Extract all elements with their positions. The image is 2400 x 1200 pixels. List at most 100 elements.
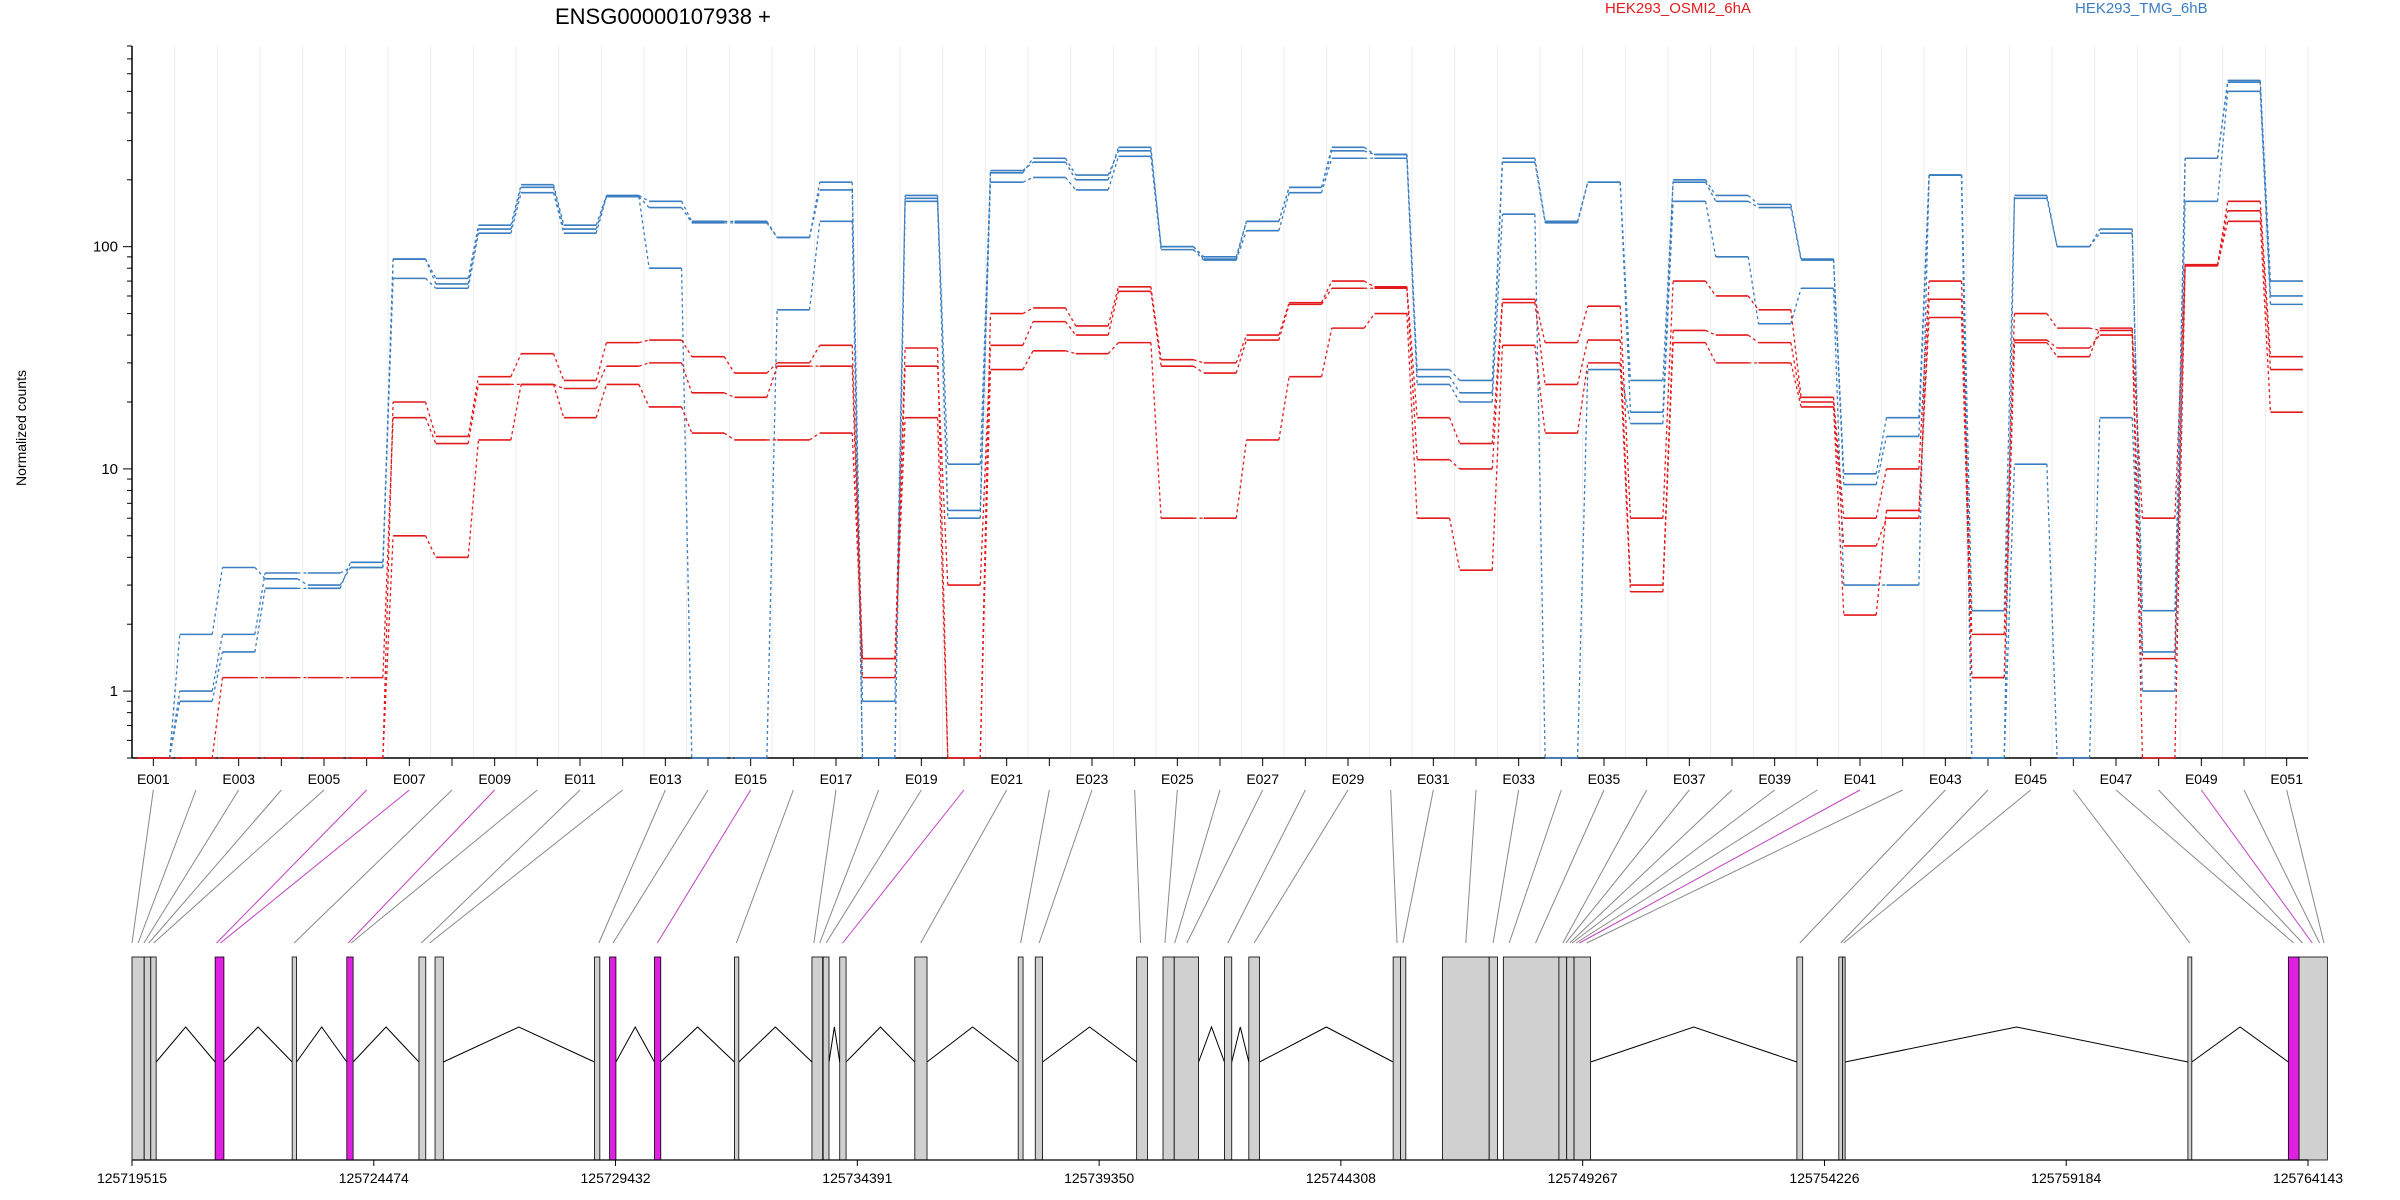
series-connector [680,406,693,434]
series-connector [808,189,821,238]
series-connector [1534,162,1546,223]
series-connector [1193,249,1205,261]
x-tick-label: E013 [649,771,682,787]
genomic-tick-label: 125744308 [1306,1170,1376,1186]
series-connector [851,433,864,659]
series-connector [1662,201,1674,424]
series-connector [766,362,778,374]
series-connector [1107,342,1119,355]
exon-block [2187,956,2193,1161]
series-connector [424,258,437,279]
exon-block [1392,956,1401,1161]
series-connector [553,383,565,390]
series-connector [1449,459,1461,470]
series-connector [1491,162,1504,393]
series-connector [1960,175,1973,759]
series-connector [552,184,565,226]
x-tick-label: E001 [137,771,170,787]
series-connector [254,588,266,653]
series-connector [2003,195,2016,759]
series-connector [1448,417,1461,444]
series-connector [211,634,224,692]
exon-connector [1253,789,1349,944]
series-connector [2046,195,2058,247]
exon-block [839,956,847,1161]
series-connector [1193,359,1204,364]
exon-block [1566,956,1575,1161]
x-tick-label: E045 [2014,771,2047,787]
series-connector [339,566,351,574]
exon-block [1017,956,1024,1161]
exon-connector [131,789,154,944]
series-connector [339,562,352,589]
series-connector [1150,342,1162,519]
exon-block-highlight [654,956,662,1161]
series-connector [723,432,735,441]
intron-line [223,1026,293,1063]
series-connector [936,417,949,759]
series-connector [680,201,693,222]
exon-block [143,956,152,1161]
series-connector [894,201,906,759]
series-connector [1150,291,1162,367]
x-tick-label: E031 [1417,771,1450,787]
series-connector [595,196,608,234]
x-tick-label: E025 [1161,771,1194,787]
series-connector [2088,417,2101,759]
x-tick-label: E037 [1673,771,1706,787]
series-connector [809,432,821,441]
exon-block [914,956,928,1161]
series-connector [1363,313,1375,329]
genomic-tick-label: 125734391 [822,1170,892,1186]
legend-entry-tmg: HEK293_TMG_6hB [2075,0,2208,17]
series-connector [2046,198,2058,247]
intron-line [1231,1026,1250,1063]
series-connector [1832,406,1845,616]
series-connector [424,258,437,285]
series-connector [638,339,650,344]
series-connector [1875,436,1888,485]
exon-connector [1465,789,1477,944]
x-tick-label: E027 [1246,771,1279,787]
series-HEK293_OSMI2_6hA [137,200,2303,759]
exon-block [1248,956,1260,1161]
exon-connector [148,789,282,944]
series-connector [1449,369,1461,381]
series-connector [1960,281,1973,635]
series-connector [723,392,735,398]
x-tick-label: E007 [393,771,426,787]
series-connector [2174,265,2186,759]
series-connector [1534,302,1546,385]
intron-line [926,1026,1019,1063]
series-connector [1406,154,1418,377]
exon-connector [429,789,623,944]
exon-connector [598,789,666,944]
series-connector [1832,401,1845,547]
genomic-axis: 125719515 125724474 125729432 125734391 1257… [97,1159,2343,1186]
exon-block [1173,956,1199,1161]
exon-connector [2115,789,2295,944]
series-connector [2259,201,2272,357]
series-connector [894,417,906,659]
exon-connector [825,789,922,944]
series-connector [2216,221,2229,266]
series-connector [936,366,949,586]
exon-block [418,956,427,1161]
series-connector [382,417,394,678]
series-connector [1363,146,1375,155]
series-connector [510,192,522,234]
series-connector [1491,302,1504,469]
series-connector [2089,334,2101,349]
series-connector [1150,147,1162,247]
series-connector [851,345,864,659]
series-connector [1576,339,1589,385]
exon-connector [656,789,752,944]
series-connector [1790,309,1802,398]
series-connector [1832,288,1845,586]
series-connector [1534,345,1546,434]
exon-block [1558,956,1568,1161]
series-connector [168,691,181,759]
series-connector [1576,305,1589,343]
exon-connector [137,789,197,944]
series-connector [1918,317,1930,511]
